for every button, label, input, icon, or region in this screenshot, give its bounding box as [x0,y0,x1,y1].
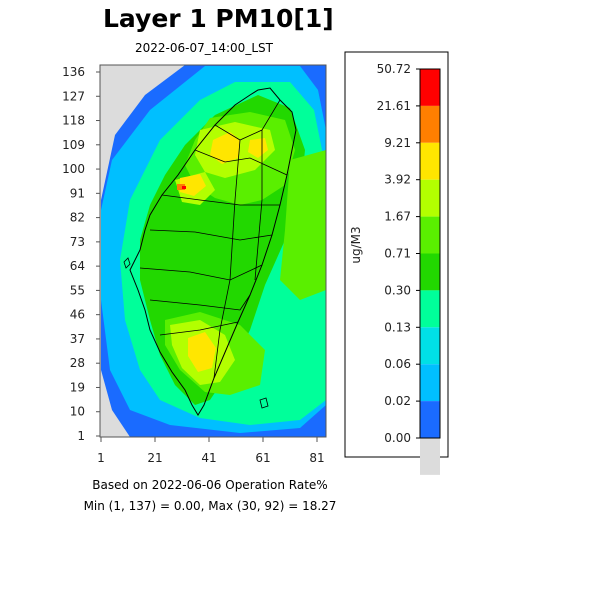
legend-swatches [419,68,441,475]
x-tick-label: 1 [97,451,105,465]
y-tick-label: 100 [62,162,85,176]
y-tick-label: 46 [70,308,85,322]
y-tick-label: 91 [70,186,85,200]
legend-swatch [420,253,440,291]
legend-break-label: 50.72 [377,62,411,76]
y-axis: 136 127 118 109 100 91 82 73 64 55 46 37 28 19 10 1 [62,65,101,443]
y-tick-label: 73 [70,235,85,249]
y-tick-label: 64 [70,259,85,273]
legend-break-label: 3.92 [384,173,411,187]
legend-swatch [420,69,440,106]
legend-break-label: 0.71 [384,247,411,261]
legend-break-label: 0.06 [384,357,411,371]
map-title: Layer 1 PM10[1] [103,4,334,33]
legend-swatch [420,105,440,143]
x-tick-label: 81 [309,451,324,465]
legend-swatch [420,327,440,365]
hot-zone-south [188,332,216,372]
legend-swatch [420,364,440,402]
y-tick-label: 10 [70,405,85,419]
legend-labels: 50.72 21.61 9.21 3.92 1.67 0.71 0.30 0.13 0.06 0.… [377,62,420,445]
legend-break-label: 0.30 [384,283,411,297]
taiwan-coastline [129,87,297,416]
legend-break-label: 9.21 [384,136,411,150]
legend-swatch [420,216,440,254]
footer-min-max: Min (1, 137) = 0.00, Max (30, 92) = 18.2… [83,499,337,513]
legend-break-label: 21.61 [377,99,411,113]
legend-unit-label: ug/M3 [349,226,363,263]
x-tick-label: 41 [201,451,216,465]
x-axis: 1 21 41 61 81 [97,436,326,465]
y-tick-label: 82 [70,211,85,225]
y-tick-label: 127 [62,89,85,103]
penghu-islands [123,257,131,269]
y-tick-label: 136 [62,65,85,79]
legend-swatch [420,438,440,475]
y-tick-label: 37 [70,332,85,346]
legend-break-label: 1.67 [384,210,411,224]
footer-operation-rate: Based on 2022-06-06 Operation Rate% [92,478,328,492]
map-plot-area [100,65,326,437]
legend-break-label: 0.13 [384,320,411,334]
y-tick-label: 1 [77,429,85,443]
peak-cell-a [177,184,185,190]
hot-zone-west [180,174,206,196]
green-island [259,397,269,409]
x-tick-label: 21 [147,451,162,465]
legend-swatch [420,179,440,217]
y-tick-label: 118 [62,114,85,128]
legend-swatch [420,142,440,180]
hot-zone-north-a [210,132,240,164]
map-subtitle: 2022-06-07_14:00_LST [135,41,273,55]
legend-break-label: 0.00 [384,431,411,445]
legend-break-label: 0.02 [384,394,411,408]
county-boundaries [139,99,288,379]
hot-zone-north-b [248,138,268,158]
x-tick-label: 61 [255,451,270,465]
legend-swatch [420,290,440,328]
y-tick-label: 109 [62,138,85,152]
y-tick-label: 19 [70,380,85,394]
peak-cell-b [182,186,186,189]
legend-swatch [420,401,440,438]
land-mid-zone-east [280,150,326,300]
y-tick-label: 55 [70,283,85,297]
y-tick-label: 28 [70,356,85,370]
